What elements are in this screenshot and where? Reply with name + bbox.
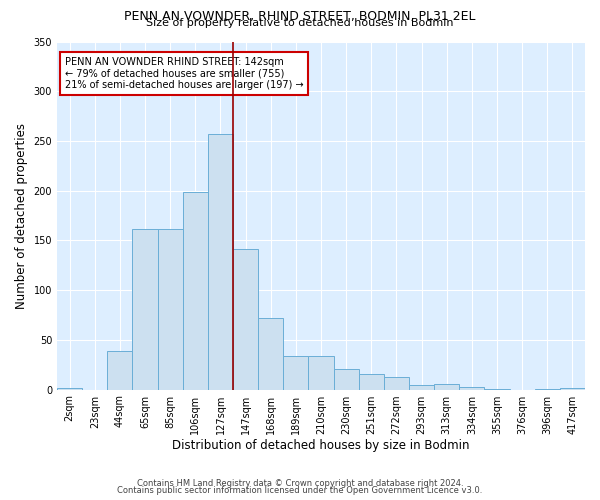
Bar xyxy=(133,230,158,390)
Bar xyxy=(359,374,384,390)
Bar xyxy=(459,386,484,390)
Bar xyxy=(233,250,258,390)
Text: PENN AN VOWNDER RHIND STREET: 142sqm
← 79% of detached houses are smaller (755)
: PENN AN VOWNDER RHIND STREET: 142sqm ← 7… xyxy=(65,57,304,90)
Text: PENN AN VOWNDER, RHIND STREET, BODMIN, PL31 2EL: PENN AN VOWNDER, RHIND STREET, BODMIN, P… xyxy=(124,10,476,23)
Y-axis label: Number of detached properties: Number of detached properties xyxy=(15,122,28,308)
Bar xyxy=(258,318,283,390)
Bar xyxy=(107,351,133,390)
Bar xyxy=(308,356,334,390)
Text: Size of property relative to detached houses in Bodmin: Size of property relative to detached ho… xyxy=(146,18,454,28)
Bar xyxy=(183,192,208,390)
X-axis label: Distribution of detached houses by size in Bodmin: Distribution of detached houses by size … xyxy=(172,440,470,452)
Bar xyxy=(384,376,409,390)
Bar xyxy=(484,388,509,390)
Bar xyxy=(535,388,560,390)
Bar xyxy=(283,356,308,390)
Bar xyxy=(434,384,459,390)
Text: Contains HM Land Registry data © Crown copyright and database right 2024.: Contains HM Land Registry data © Crown c… xyxy=(137,478,463,488)
Text: Contains public sector information licensed under the Open Government Licence v3: Contains public sector information licen… xyxy=(118,486,482,495)
Bar xyxy=(334,368,359,390)
Bar xyxy=(560,388,585,390)
Bar xyxy=(57,388,82,390)
Bar xyxy=(158,230,183,390)
Bar xyxy=(208,134,233,390)
Bar xyxy=(409,384,434,390)
